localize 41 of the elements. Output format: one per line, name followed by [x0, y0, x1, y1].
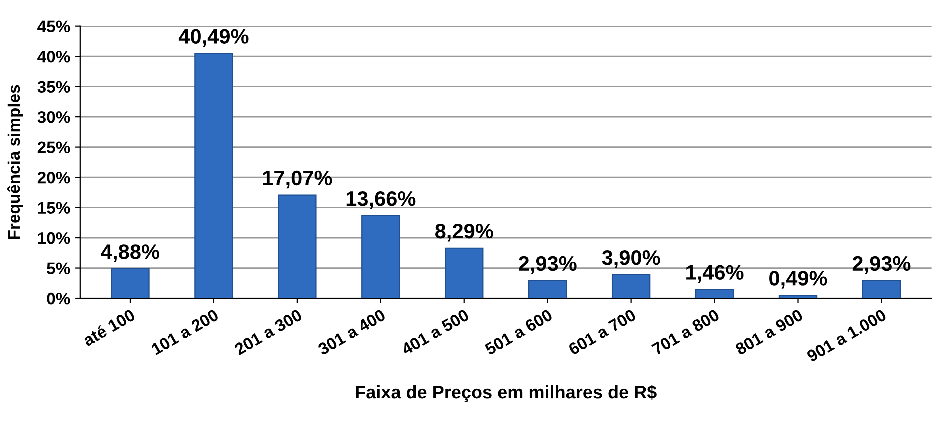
data-label: 17,07%	[263, 170, 332, 189]
bar	[194, 53, 234, 299]
data-label: 13,66%	[346, 191, 416, 210]
bar	[362, 215, 400, 299]
y-tick-label: 45%	[38, 20, 70, 33]
x-tick-label: 501 a 600	[484, 308, 554, 356]
bar	[445, 248, 484, 299]
bar	[111, 268, 150, 299]
x-tick-label: 201 a 300	[234, 308, 303, 356]
x-tick-label: 101 a 200	[150, 308, 220, 356]
y-tick-label: 10%	[38, 232, 70, 244]
data-label: 3,90%	[602, 250, 660, 268]
x-tick-label: 601 a 700	[568, 308, 637, 356]
data-label: 4,88%	[101, 244, 160, 262]
data-label: 8,29%	[436, 224, 494, 242]
bar	[612, 274, 651, 299]
y-tick-label: 40%	[38, 50, 70, 63]
bar	[528, 280, 568, 299]
x-tick-label: 301 a 400	[317, 308, 386, 356]
data-label: 40,49%	[178, 29, 249, 47]
y-tick-label: 15%	[38, 202, 70, 214]
data-label: 2,93%	[852, 256, 911, 274]
data-label: 0,49%	[770, 271, 828, 289]
y-tick-label: 20%	[38, 172, 70, 184]
data-label: 2,93%	[519, 256, 577, 274]
x-tick-label: até 100	[82, 308, 136, 347]
bar	[778, 295, 818, 299]
y-tick-label: 35%	[38, 81, 70, 94]
y-tick-label: 30%	[38, 111, 70, 124]
x-tick-label: 401 a 500	[400, 308, 470, 356]
y-tick-label: 25%	[38, 142, 70, 154]
bar	[862, 280, 902, 299]
x-axis-title: Faixa de Preços em milhares de R$	[356, 385, 657, 402]
y-axis-title: Frequência simples	[8, 85, 24, 240]
y-tick-label: 0%	[47, 292, 70, 305]
data-label: 1,46%	[686, 265, 744, 284]
bar	[278, 194, 317, 299]
x-tick-label: 801 a 900	[734, 308, 804, 356]
y-tick-label: 5%	[47, 262, 70, 274]
bar	[695, 289, 734, 299]
x-tick-label: 701 a 800	[651, 308, 720, 356]
